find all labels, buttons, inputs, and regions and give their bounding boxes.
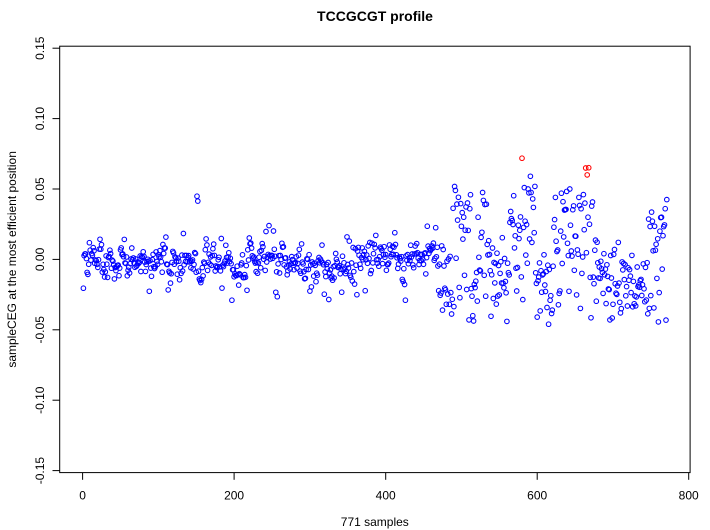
svg-text:0.15: 0.15: [33, 36, 47, 60]
svg-text:0.10: 0.10: [33, 107, 47, 131]
svg-text:200: 200: [224, 488, 244, 502]
svg-text:800: 800: [679, 488, 699, 502]
svg-text:0: 0: [79, 488, 86, 502]
svg-text:TCCGCGT profile: TCCGCGT profile: [317, 8, 433, 24]
svg-text:sampleCEG at the most efficien: sampleCEG at the most efficient position: [5, 151, 19, 368]
svg-text:771 samples: 771 samples: [341, 515, 409, 529]
svg-text:-0.15: -0.15: [33, 457, 47, 485]
svg-text:600: 600: [527, 488, 547, 502]
svg-text:-0.05: -0.05: [33, 316, 47, 344]
svg-text:0.05: 0.05: [33, 177, 47, 201]
svg-text:400: 400: [376, 488, 396, 502]
svg-text:-0.10: -0.10: [33, 386, 47, 414]
svg-text:0.00: 0.00: [33, 247, 47, 271]
